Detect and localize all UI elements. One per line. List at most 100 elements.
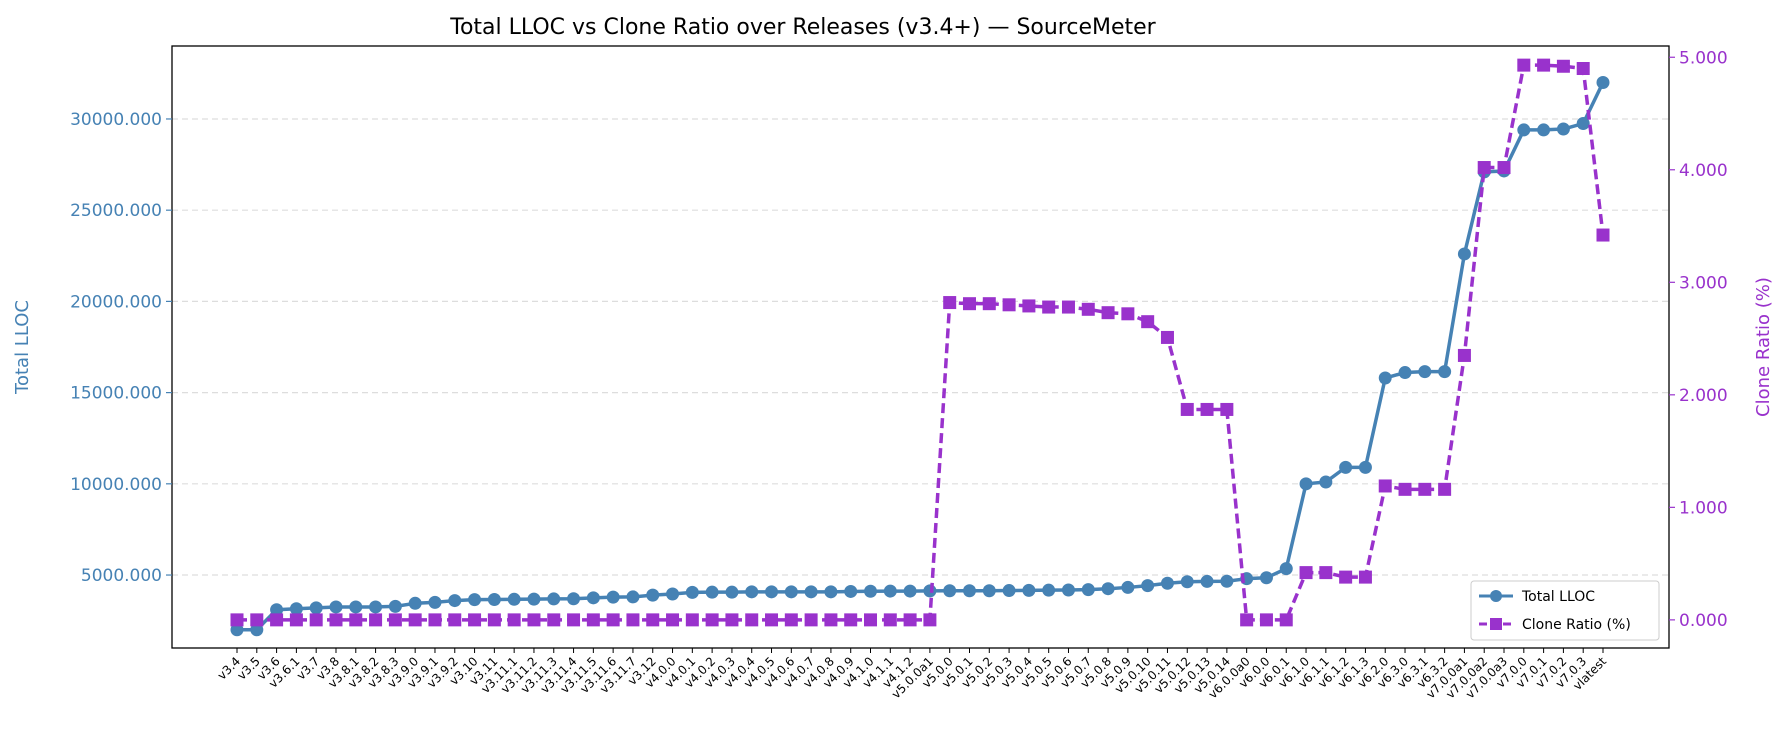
data-point-clone-ratio [309, 613, 323, 627]
data-point-clone-ratio [487, 613, 501, 627]
data-point-total-lloc [1061, 583, 1075, 597]
data-point-clone-ratio [547, 613, 561, 627]
data-point-clone-ratio [1299, 566, 1313, 580]
data-point-clone-ratio [1180, 402, 1194, 416]
data-point-total-lloc [705, 585, 719, 599]
data-point-clone-ratio [1081, 302, 1095, 316]
data-point-clone-ratio [1576, 62, 1590, 76]
data-point-total-lloc [982, 584, 996, 598]
right-y-tick-label: 3.000 [1679, 273, 1728, 293]
data-point-total-lloc [369, 600, 383, 614]
data-point-clone-ratio [586, 613, 600, 627]
data-point-clone-ratio [1220, 402, 1234, 416]
right-y-tick-label: 0.000 [1679, 611, 1728, 631]
legend-label-lloc: Total LLOC [1521, 589, 1595, 605]
left-y-tick-label: 25000.000 [70, 201, 162, 221]
plot-frame [171, 45, 1670, 649]
data-point-clone-ratio [765, 613, 779, 627]
data-point-total-lloc [1121, 580, 1135, 594]
data-point-clone-ratio [685, 613, 699, 627]
data-point-clone-ratio [1002, 298, 1016, 312]
legend-marker-lloc [1490, 590, 1502, 602]
data-point-clone-ratio [1556, 59, 1570, 73]
data-point-clone-ratio [943, 296, 957, 310]
series-line-total-lloc [237, 81, 1605, 632]
data-point-clone-ratio [507, 613, 521, 627]
left-y-tick-label: 5000.000 [81, 566, 162, 586]
data-point-total-lloc [408, 596, 422, 610]
data-point-total-lloc [844, 584, 858, 598]
data-point-clone-ratio [1537, 58, 1551, 72]
data-point-clone-ratio [962, 297, 976, 311]
data-point-clone-ratio [369, 613, 383, 627]
data-point-total-lloc [1398, 366, 1412, 380]
x-axis: v3.4v3.5v3.6v3.6.1v3.7v3.8v3.8.1v3.8.2v3… [215, 648, 1609, 701]
data-point-clone-ratio [745, 613, 759, 627]
data-point-clone-ratio [666, 613, 680, 627]
series-line-clone-ratio [237, 63, 1605, 622]
data-point-total-lloc [487, 592, 501, 606]
data-point-clone-ratio [1042, 300, 1056, 314]
left-y-axis: 5000.000 10000.000 15000.000 20000.000 25000… [70, 110, 172, 586]
data-point-clone-ratio [250, 613, 264, 627]
data-point-clone-ratio [349, 613, 363, 627]
series-clone-ratio [230, 58, 1610, 627]
data-point-clone-ratio [1418, 482, 1432, 496]
data-point-clone-ratio [408, 613, 422, 627]
data-point-clone-ratio [1022, 299, 1036, 313]
data-point-total-lloc [745, 585, 759, 599]
data-point-total-lloc [1358, 460, 1372, 474]
data-point-total-lloc [527, 592, 541, 606]
data-point-total-lloc [1022, 583, 1036, 597]
data-point-total-lloc [824, 585, 838, 599]
data-point-total-lloc [804, 585, 818, 599]
data-point-total-lloc [388, 599, 402, 613]
data-point-total-lloc [1537, 123, 1551, 137]
left-y-tick-label: 30000.000 [70, 110, 162, 130]
data-point-total-lloc [1141, 579, 1155, 593]
data-point-clone-ratio [388, 613, 402, 627]
data-point-clone-ratio [982, 297, 996, 311]
right-y-axis: 0.000 1.000 2.000 3.000 4.000 5.000 [1669, 48, 1728, 631]
data-point-clone-ratio [1259, 613, 1273, 627]
data-point-clone-ratio [824, 613, 838, 627]
data-point-total-lloc [1180, 575, 1194, 589]
data-point-total-lloc [864, 584, 878, 598]
right-y-tick-label: 1.000 [1679, 498, 1728, 518]
data-point-total-lloc [448, 594, 462, 608]
legend-label-clone: Clone Ratio (%) [1522, 617, 1631, 633]
data-point-total-lloc [725, 585, 739, 599]
data-point-clone-ratio [567, 613, 581, 627]
data-point-total-lloc [962, 584, 976, 598]
data-point-clone-ratio [646, 613, 660, 627]
data-point-total-lloc [1160, 576, 1174, 590]
data-point-clone-ratio [1398, 482, 1412, 496]
data-point-total-lloc [646, 588, 660, 602]
data-point-total-lloc [1438, 365, 1452, 379]
series-total-lloc [230, 75, 1610, 637]
data-point-total-lloc [547, 592, 561, 606]
legend: Total LLOC Clone Ratio (%) [1470, 580, 1660, 641]
data-point-clone-ratio [1596, 228, 1610, 242]
data-point-total-lloc [1081, 583, 1095, 597]
right-y-tick-label: 2.000 [1679, 386, 1728, 406]
data-point-clone-ratio [626, 613, 640, 627]
data-point-total-lloc [1378, 371, 1392, 385]
data-point-total-lloc [666, 587, 680, 601]
data-point-clone-ratio [448, 613, 462, 627]
data-point-total-lloc [1002, 584, 1016, 598]
data-point-total-lloc [1319, 475, 1333, 489]
data-point-total-lloc [1200, 574, 1214, 588]
data-point-clone-ratio [329, 613, 343, 627]
data-point-clone-ratio [864, 613, 878, 627]
data-point-total-lloc [943, 584, 957, 598]
data-point-total-lloc [606, 590, 620, 604]
data-point-total-lloc [784, 585, 798, 599]
data-point-clone-ratio [230, 613, 244, 627]
data-point-total-lloc [270, 603, 284, 617]
data-point-clone-ratio [1200, 402, 1214, 416]
data-point-total-lloc [765, 585, 779, 599]
data-point-clone-ratio [1517, 58, 1531, 72]
right-y-axis-label: Clone Ratio (%) [1753, 277, 1774, 417]
